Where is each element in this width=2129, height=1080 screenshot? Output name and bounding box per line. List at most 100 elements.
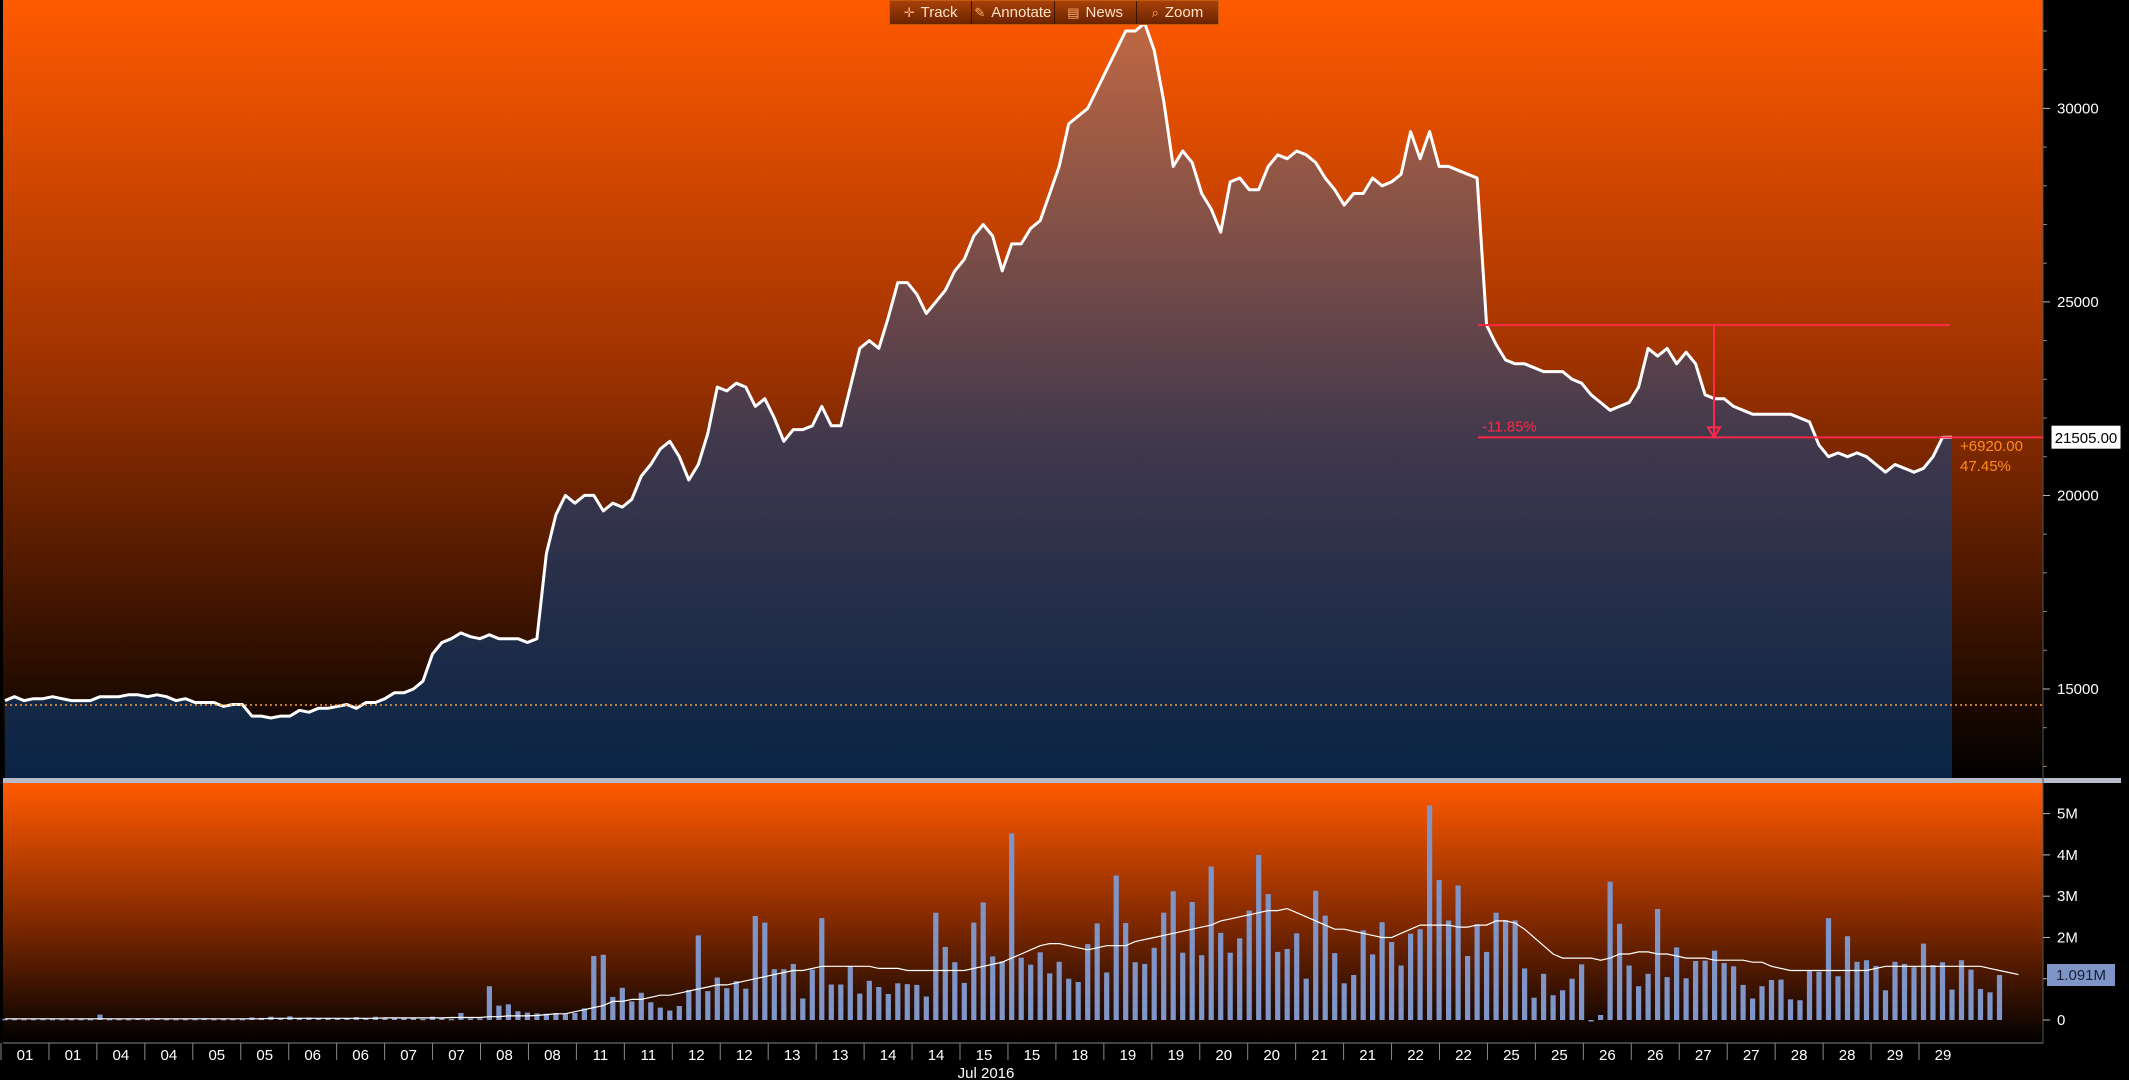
x-tick-label: 25 <box>1551 1047 1568 1064</box>
volume-bar <box>1332 953 1338 1020</box>
volume-bar <box>334 1018 340 1020</box>
volume-bar <box>781 969 787 1020</box>
x-month-label: Jul 2016 <box>958 1065 1015 1080</box>
x-tick-label: 12 <box>688 1047 705 1064</box>
volume-bar <box>553 1013 559 1020</box>
volume-bar <box>477 1018 483 1020</box>
x-tick-label: 05 <box>208 1047 225 1064</box>
volume-bar <box>990 956 996 1020</box>
volume-bar <box>714 977 720 1020</box>
volume-bar <box>467 1018 473 1020</box>
volume-bar <box>1617 923 1623 1020</box>
price-tick-label: 25000 <box>2057 294 2099 311</box>
volume-bar <box>173 1018 179 1021</box>
volume-bar <box>1958 960 1965 1020</box>
x-tick-label: 28 <box>1791 1047 1808 1064</box>
volume-bar <box>116 1018 122 1021</box>
zoom-button[interactable]: ⌕ Zoom <box>1136 1 1218 24</box>
pencil-icon: ✎ <box>974 4 986 20</box>
x-tick-label: 21 <box>1359 1047 1376 1064</box>
volume-tick-label: 2M <box>2057 929 2078 946</box>
volume-bar <box>2 1018 8 1021</box>
track-button[interactable]: ✛ Track <box>890 1 973 24</box>
x-tick-label: 01 <box>65 1047 82 1064</box>
volume-bar <box>809 969 815 1020</box>
volume-bar <box>144 1018 151 1021</box>
volume-bar <box>1873 965 1879 1020</box>
volume-bar <box>192 1018 198 1021</box>
volume-bar <box>961 982 967 1020</box>
x-tick-label: 22 <box>1407 1047 1424 1064</box>
volume-bar <box>1113 875 1119 1020</box>
volume-bar <box>838 984 844 1020</box>
volume-bar <box>1939 962 1946 1020</box>
volume-bar <box>163 1018 170 1021</box>
volume-bar <box>667 1010 673 1020</box>
volume-bar <box>1132 962 1138 1020</box>
volume-bar <box>914 984 920 1020</box>
annotate-label: Annotate <box>991 4 1052 21</box>
volume-bar <box>106 1018 113 1021</box>
change-value-label: +6920.00 <box>1960 438 2023 455</box>
volume-bar <box>1636 986 1642 1020</box>
zoom-label: Zoom <box>1164 4 1204 21</box>
volume-bar <box>1977 989 1984 1020</box>
volume-bar <box>866 980 872 1020</box>
volume-bar <box>1085 944 1091 1020</box>
volume-bar <box>1693 961 1699 1020</box>
volume-bar <box>230 1018 236 1021</box>
volume-bar <box>1322 915 1328 1020</box>
x-tick-label: 28 <box>1839 1047 1856 1064</box>
volume-bar <box>1797 1000 1803 1020</box>
volume-bar <box>21 1018 27 1021</box>
x-tick-label: 01 <box>17 1047 34 1064</box>
x-tick-label: 11 <box>593 1047 609 1064</box>
x-tick-label: 18 <box>1072 1047 1089 1064</box>
x-tick-label: 08 <box>544 1047 561 1064</box>
drawdown-annotation: -11.85% <box>1478 324 2043 440</box>
price-tick-label: 30000 <box>2057 100 2099 117</box>
volume-bar <box>1056 961 1062 1020</box>
volume-bar <box>686 989 692 1020</box>
x-axis: 01 01 04 04 05 05 06 06 07 07 08 08 11 11 12 12 13 13 14 14… <box>0 1043 1951 1080</box>
volume-bar <box>382 1017 388 1020</box>
volume-bar <box>1920 943 1927 1020</box>
volume-bar <box>1199 955 1205 1020</box>
volume-bar <box>790 963 796 1020</box>
volume-bar <box>1284 949 1290 1020</box>
volume-bar <box>1550 995 1556 1020</box>
volume-bar <box>1863 960 1870 1020</box>
volume-bar <box>1275 951 1281 1020</box>
x-tick-label: 14 <box>928 1047 945 1064</box>
volume-bar <box>1256 854 1262 1020</box>
x-tick-label: 21 <box>1311 1047 1328 1064</box>
volume-bar <box>486 986 492 1020</box>
annotate-button[interactable]: ✎ Annotate <box>972 1 1055 24</box>
volume-bar <box>581 1008 587 1020</box>
volume-bar <box>1598 1015 1604 1020</box>
volume-bar <box>1123 923 1129 1020</box>
volume-bar <box>1835 976 1841 1020</box>
volume-bar <box>1294 933 1300 1020</box>
crosshair-icon: ✛ <box>903 4 915 20</box>
volume-bar <box>1161 912 1167 1020</box>
volume-bar <box>182 1018 189 1021</box>
volume-bar <box>1512 920 1518 1020</box>
volume-bar <box>1901 963 1908 1020</box>
volume-bar <box>1655 909 1661 1020</box>
volume-bar <box>1787 999 1794 1020</box>
volume-bar <box>1474 924 1480 1020</box>
volume-bar <box>1436 880 1442 1020</box>
volume-bar <box>1882 990 1889 1020</box>
volume-bar <box>971 922 977 1020</box>
volume-bar <box>363 1018 369 1020</box>
volume-bar <box>1218 932 1224 1020</box>
news-button[interactable]: ▤ News <box>1054 1 1137 24</box>
volume-bar <box>1645 973 1651 1020</box>
volume-bar <box>952 962 958 1020</box>
volume-bar <box>733 981 739 1020</box>
volume-bar <box>1522 968 1528 1020</box>
volume-bar <box>49 1018 56 1021</box>
x-tick-label: 13 <box>832 1047 849 1064</box>
